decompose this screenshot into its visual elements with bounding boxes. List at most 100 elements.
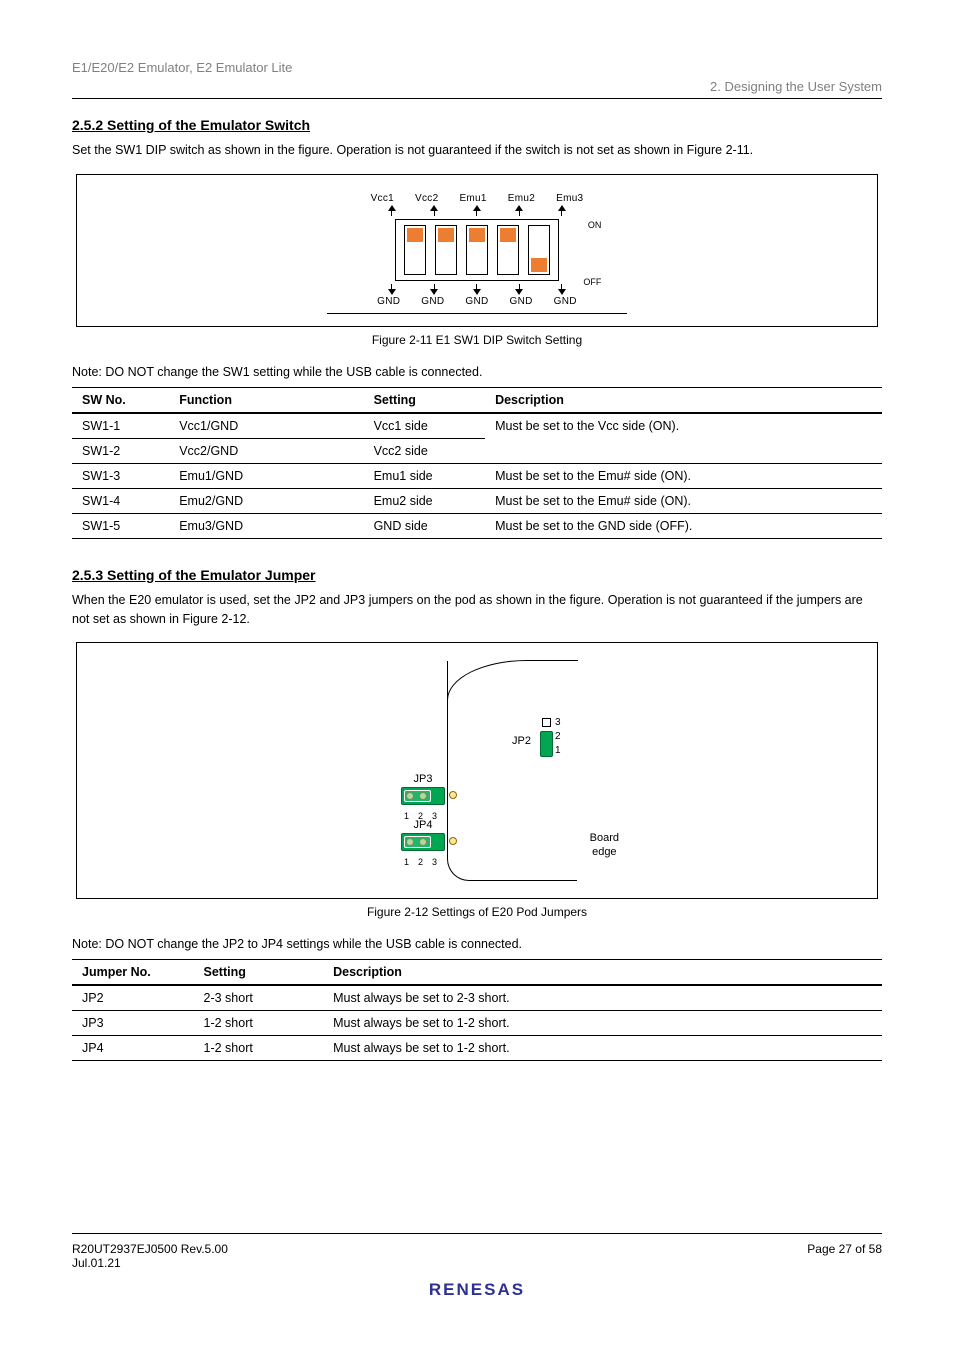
note-body: DO NOT change the JP2 to JP4 settings wh… [105, 937, 522, 951]
table-row: JP2 2-3 short Must always be set to 2-3 … [72, 985, 882, 1011]
dip-slot-5 [528, 225, 550, 275]
cell: 1-2 short [194, 1011, 324, 1036]
cell: Must be set to the Emu# side (ON). [485, 463, 882, 488]
cell: Vcc2/GND [169, 438, 363, 463]
table-row: SW1-3 Emu1/GND Emu1 side Must be set to … [72, 463, 882, 488]
cell: GND side [364, 513, 486, 538]
subsection-title-252: 2.5.2 Setting of the Emulator Switch [72, 117, 882, 133]
figure-jumpers: JP2 1 2 3 JP3 [76, 642, 878, 899]
jp3-shunt [404, 790, 431, 802]
table-row: SW1-5 Emu3/GND GND side Must be set to t… [72, 513, 882, 538]
cell: SW1-2 [72, 438, 169, 463]
jp4-nums: 1 2 3 [404, 857, 445, 867]
cell: Vcc2 side [364, 438, 486, 463]
page-footer: R20UT2937EJ0500 Rev.5.00 Jul.01.21 Page … [72, 1233, 882, 1300]
jp2-num: 3 [555, 717, 565, 728]
note-label: Note: [72, 365, 102, 379]
logo-text: RENESAS [429, 1280, 525, 1299]
table-row: SW1-1 Vcc1/GND Vcc1 side Must be set to … [72, 413, 882, 439]
cell: SW1-3 [72, 463, 169, 488]
dip-knob [469, 228, 485, 242]
jp2-label: JP2 [512, 735, 531, 747]
pin-num: 3 [432, 857, 437, 867]
table-row: JP3 1-2 short Must always be set to 1-2 … [72, 1011, 882, 1036]
table-jumpers: Jumper No. Setting Description JP2 2-3 s… [72, 959, 882, 1061]
cell: SW1-4 [72, 488, 169, 513]
dip-bot-label: GND [510, 296, 533, 307]
table-row: JP4 1-2 short Must always be set to 1-2 … [72, 1036, 882, 1061]
table-header-row: SW No. Function Setting Description [72, 387, 882, 413]
note-body: DO NOT change the SW1 setting while the … [105, 365, 482, 379]
cell: Emu1 side [364, 463, 486, 488]
pin-num: 1 [404, 857, 409, 867]
dip-knob [531, 258, 547, 272]
dip-bot-label: GND [465, 296, 488, 307]
dip-top-label: Vcc2 [415, 193, 438, 204]
cell: Vcc1/GND [169, 413, 363, 439]
cell: Emu1/GND [169, 463, 363, 488]
dip-bot-label: GND [421, 296, 444, 307]
note-253: Note: DO NOT change the JP2 to JP4 setti… [72, 937, 882, 951]
jp4-label: JP4 [401, 819, 445, 831]
arrow-up-icon [430, 205, 438, 216]
note-label: Note: [72, 937, 102, 951]
th-setting: Setting [194, 960, 324, 986]
dip-knob [500, 228, 516, 242]
arrow-up-icon [515, 205, 523, 216]
dip-body [395, 219, 559, 281]
jp2-shunt [540, 731, 553, 757]
dip-top-label: Emu2 [508, 193, 535, 204]
figure-caption-212: Figure 2-12 Settings of E20 Pod Jumpers [72, 905, 882, 919]
footer-page: Page 27 of 58 [807, 1242, 882, 1270]
dip-top-label: Vcc1 [371, 193, 394, 204]
cell: SW1-5 [72, 513, 169, 538]
dip-bot-label: GND [377, 296, 400, 307]
arrow-up-icon [388, 205, 396, 216]
dip-slot-3 [466, 225, 488, 275]
footer-rule [72, 1233, 882, 1234]
cell: JP3 [72, 1011, 194, 1036]
jp4-body [401, 833, 445, 851]
cell: 2-3 short [194, 985, 324, 1011]
jp2-pin-3 [542, 718, 551, 727]
footer-doc-no: R20UT2937EJ0500 Rev.5.00 [72, 1242, 228, 1256]
dip-off-label: OFF [583, 278, 601, 287]
cell: Emu3/GND [169, 513, 363, 538]
note-252: Note: DO NOT change the SW1 setting whil… [72, 365, 882, 379]
cell: Must always be set to 2-3 short. [323, 985, 882, 1011]
cell: JP4 [72, 1036, 194, 1061]
cell: Emu2/GND [169, 488, 363, 513]
th-description: Description [485, 387, 882, 413]
jp3-body [401, 787, 445, 805]
jp3-block: JP3 1 2 3 [401, 773, 445, 821]
arrow-down-icon [388, 284, 396, 295]
board-edge-label: Boardedge [590, 832, 619, 860]
table-row: SW1-4 Emu2/GND Emu2 side Must be set to … [72, 488, 882, 513]
jp3-label: JP3 [401, 773, 445, 785]
dip-slot-2 [435, 225, 457, 275]
dip-bot-label: GND [554, 296, 577, 307]
figure-caption-211: Figure 2-11 E1 SW1 DIP Switch Setting [72, 333, 882, 347]
jp2-num: 2 [555, 731, 565, 742]
body-text-253: When the E20 emulator is used, set the J… [72, 591, 882, 629]
figure-dip-switch: ON OFF Vcc1 Vcc2 Emu1 Emu2 Emu3 [76, 174, 878, 327]
cell: Emu2 side [364, 488, 486, 513]
pcb-top-curve [447, 660, 578, 700]
jp4-block: JP4 1 2 3 [401, 819, 445, 867]
section-path: 2. Designing the User System [72, 79, 882, 94]
arrow-down-icon [558, 284, 566, 295]
jp4-shunt [404, 836, 431, 848]
dip-knob [438, 228, 454, 242]
th-jumperno: Jumper No. [72, 960, 194, 986]
jp2-num: 1 [555, 745, 565, 756]
subsection-title-253: 2.5.3 Setting of the Emulator Jumper [72, 567, 882, 583]
doc-title: E1/E20/E2 Emulator, E2 Emulator Lite [72, 60, 882, 75]
th-swno: SW No. [72, 387, 169, 413]
th-function: Function [169, 387, 363, 413]
table-sw1: SW No. Function Setting Description SW1-… [72, 387, 882, 539]
dip-knob [407, 228, 423, 242]
arrow-down-icon [473, 284, 481, 295]
arrow-up-icon [473, 205, 481, 216]
arrow-down-icon [430, 284, 438, 295]
cell: Must be set to the Vcc side (ON). [485, 413, 882, 464]
